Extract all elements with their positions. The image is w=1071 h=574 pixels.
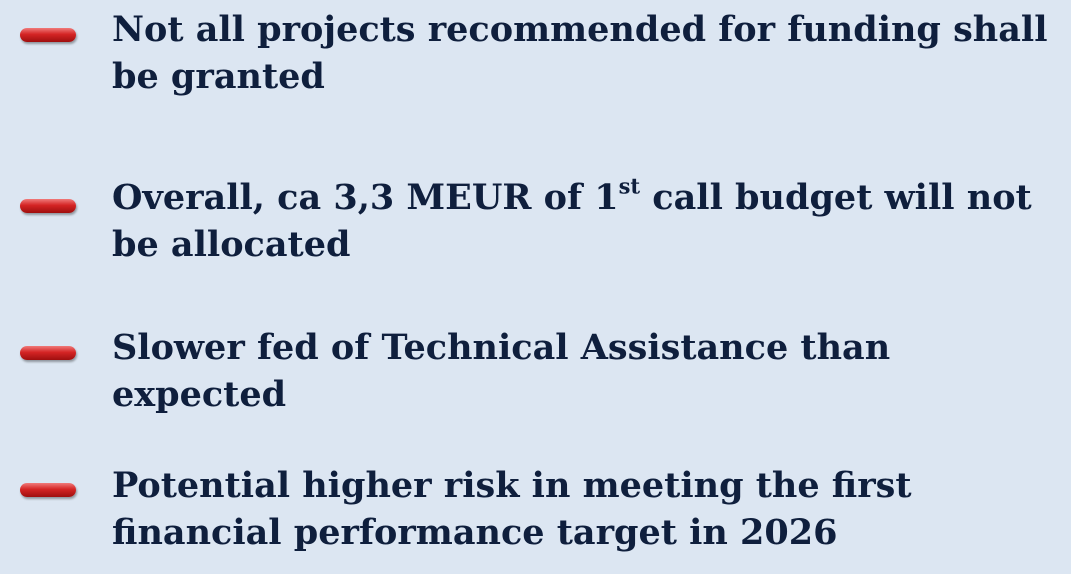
bullet-text: Not all projects recommended for funding… — [112, 6, 1052, 100]
bullet-text: Potential higher risk in meeting the fir… — [112, 462, 1052, 556]
text: Not all projects recommended for funding… — [112, 9, 1048, 97]
text: Slower fed of Technical Assistance than … — [112, 327, 891, 415]
bullet-text: Overall, ca 3,3 MEUR of 1st call budget … — [112, 174, 1052, 268]
bullet — [20, 346, 76, 360]
bullet-text: Slower fed of Technical Assistance than … — [112, 324, 1052, 418]
text: Potential higher risk in meeting the fir… — [112, 465, 912, 553]
bullet — [20, 483, 76, 497]
text: Overall, ca 3,3 MEUR of 1 — [112, 177, 619, 218]
superscript: st — [618, 173, 641, 199]
bullet — [20, 28, 76, 42]
bullet — [20, 199, 76, 213]
text: call budget will not be allocated — [112, 177, 1032, 265]
